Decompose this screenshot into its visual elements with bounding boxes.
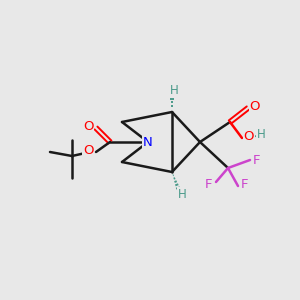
Text: F: F (205, 178, 213, 191)
Text: O: O (244, 130, 254, 143)
Text: H: H (178, 188, 186, 200)
Text: N: N (143, 136, 153, 148)
Text: F: F (253, 154, 261, 166)
Text: F: F (241, 178, 249, 191)
Text: O: O (250, 100, 260, 113)
Text: O: O (83, 145, 93, 158)
Text: O: O (83, 119, 93, 133)
Text: H: H (256, 128, 266, 140)
Text: H: H (169, 83, 178, 97)
